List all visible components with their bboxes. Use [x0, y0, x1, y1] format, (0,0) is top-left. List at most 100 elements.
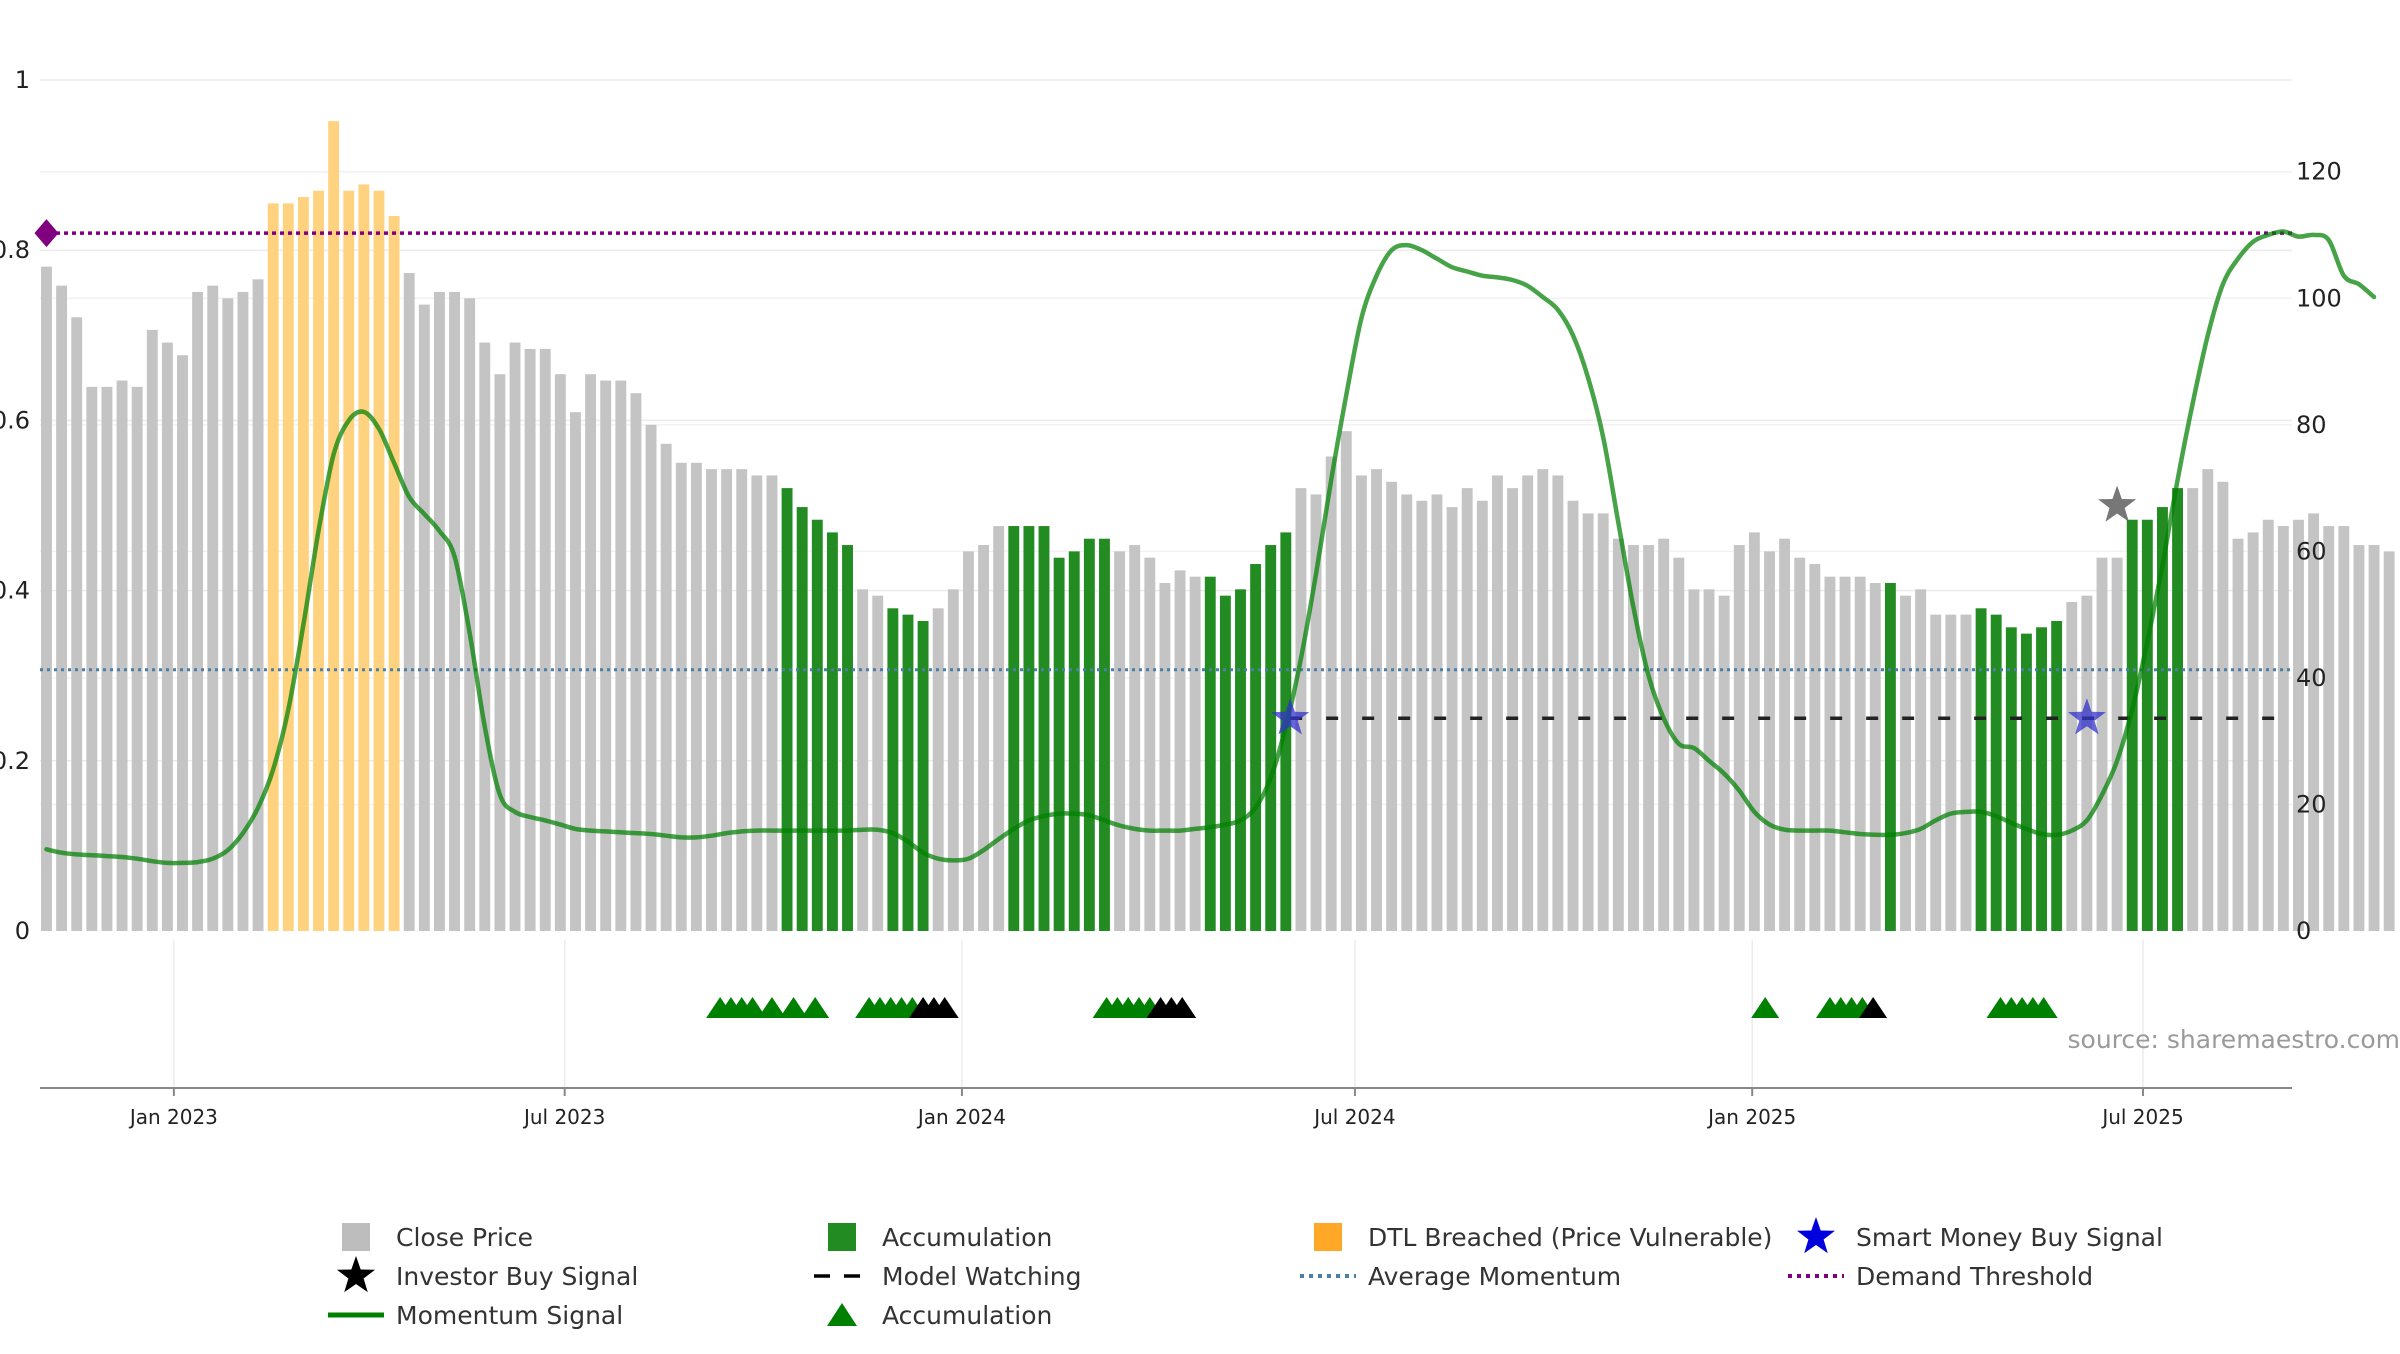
- legend-item: Momentum Signal: [328, 1301, 623, 1330]
- x-tick-label: Jan 2024: [916, 1105, 1006, 1129]
- accumulation-bar: [2021, 634, 2032, 931]
- close-price-bar: [101, 387, 112, 931]
- close-price-bar: [1900, 596, 1911, 931]
- accumulation-bar: [1039, 526, 1050, 931]
- close-price-bar: [2263, 520, 2274, 931]
- dtl-breached-bar: [268, 203, 279, 931]
- close-price-bar: [1734, 545, 1745, 931]
- close-price-bar: [56, 286, 67, 931]
- close-price-bar: [1341, 431, 1352, 931]
- close-price-bar: [1477, 501, 1488, 931]
- close-price-bar: [963, 551, 974, 931]
- legend-label: Demand Threshold: [1856, 1262, 2093, 1291]
- close-price-bar: [1961, 615, 1972, 931]
- accumulation-triangle-green: [1751, 997, 1779, 1018]
- dtl-breached-bar: [389, 216, 400, 931]
- close-price-bar: [767, 475, 778, 931]
- accumulation-bar: [918, 621, 929, 931]
- accumulation-bar: [2051, 621, 2062, 931]
- legend-label: Close Price: [396, 1223, 533, 1252]
- close-price-bar: [736, 469, 747, 931]
- close-price-bar: [555, 374, 566, 931]
- legend-label: Smart Money Buy Signal: [1856, 1223, 2163, 1252]
- close-price-bar: [1643, 545, 1654, 931]
- legend-swatch: [342, 1223, 370, 1251]
- y-right-tick-label: 0: [2296, 917, 2311, 945]
- x-tick-label: Jul 2024: [1312, 1105, 1395, 1129]
- accumulation-bar: [1054, 558, 1065, 931]
- close-price-bar: [162, 343, 173, 931]
- close-price-bar: [1522, 475, 1533, 931]
- y-right-tick-label: 20: [2296, 790, 2327, 818]
- x-tick-label: Jan 2023: [128, 1105, 218, 1129]
- y-right-tick-label: 120: [2296, 158, 2342, 186]
- accumulation-bar: [1023, 526, 1034, 931]
- dtl-breached-bar: [358, 184, 369, 931]
- accumulation-bar: [1885, 583, 1896, 931]
- legend-label: Investor Buy Signal: [396, 1262, 638, 1291]
- close-price-bar: [1190, 577, 1201, 931]
- legend-item: Close Price: [342, 1223, 533, 1252]
- close-price-bar: [2338, 526, 2349, 931]
- close-price-bar: [1175, 570, 1186, 931]
- x-tick-label: Jul 2023: [522, 1105, 605, 1129]
- legend-swatch: [828, 1223, 856, 1251]
- close-price-bar: [1613, 539, 1624, 931]
- accumulation-bar: [2172, 488, 2183, 931]
- close-price-bar: [1824, 577, 1835, 931]
- close-price-bar: [494, 374, 505, 931]
- close-price-bar: [872, 596, 883, 931]
- close-price-bar: [1326, 456, 1337, 931]
- close-price-bar: [41, 267, 52, 931]
- dtl-breached-bar: [374, 191, 385, 931]
- close-price-bar: [1568, 501, 1579, 931]
- close-price-bar: [570, 412, 581, 931]
- close-price-bar: [706, 469, 717, 931]
- close-price-bar: [2081, 596, 2092, 931]
- close-price-bar: [419, 305, 430, 931]
- close-price-bar: [1870, 583, 1881, 931]
- close-price-bar: [721, 469, 732, 931]
- close-price-bar: [615, 381, 626, 931]
- close-price-bar: [1583, 513, 1594, 931]
- close-price-bar: [2369, 545, 2380, 931]
- accumulation-bar: [2006, 627, 2017, 931]
- y-left-tick-label: 1: [15, 66, 30, 94]
- accumulation-bar: [1220, 596, 1231, 931]
- close-price-bar: [1462, 488, 1473, 931]
- accumulation-bar: [2036, 627, 2047, 931]
- legend-label: Model Watching: [882, 1262, 1082, 1291]
- y-left-tick-label: 0: [15, 917, 30, 945]
- close-price-bar: [449, 292, 460, 931]
- legend-item: Accumulation: [828, 1223, 1052, 1252]
- accumulation-bar: [903, 615, 914, 931]
- legend-star-icon: [337, 1256, 375, 1292]
- close-price-bar: [525, 349, 536, 931]
- dtl-breached-bar: [283, 203, 294, 931]
- accumulation-bar: [1991, 615, 2002, 931]
- y-right-tick-label: 100: [2296, 284, 2342, 312]
- investor-buy-star: [2098, 486, 2136, 522]
- close-price-bar: [2202, 469, 2213, 931]
- close-price-bar: [207, 286, 218, 931]
- close-price-bar: [132, 387, 143, 931]
- close-price-bar: [1809, 564, 1820, 931]
- close-price-bar: [948, 589, 959, 931]
- close-price-bar: [2187, 488, 2198, 931]
- close-price-bar: [177, 355, 188, 931]
- close-price-bar: [434, 292, 445, 931]
- close-price-bar: [2248, 532, 2259, 931]
- close-price-bar: [71, 317, 82, 931]
- close-price-bar: [1507, 488, 1518, 931]
- accumulation-bar: [1265, 545, 1276, 931]
- close-price-bar: [2384, 551, 2395, 931]
- close-price-bar: [2353, 545, 2364, 931]
- dtl-breached-bar: [343, 191, 354, 931]
- accumulation-bar: [1976, 608, 1987, 931]
- close-price-bar: [2217, 482, 2228, 931]
- accumulation-bar: [2142, 520, 2153, 931]
- y-left-tick-label: 0.8: [0, 236, 30, 264]
- close-price-bar: [1779, 539, 1790, 931]
